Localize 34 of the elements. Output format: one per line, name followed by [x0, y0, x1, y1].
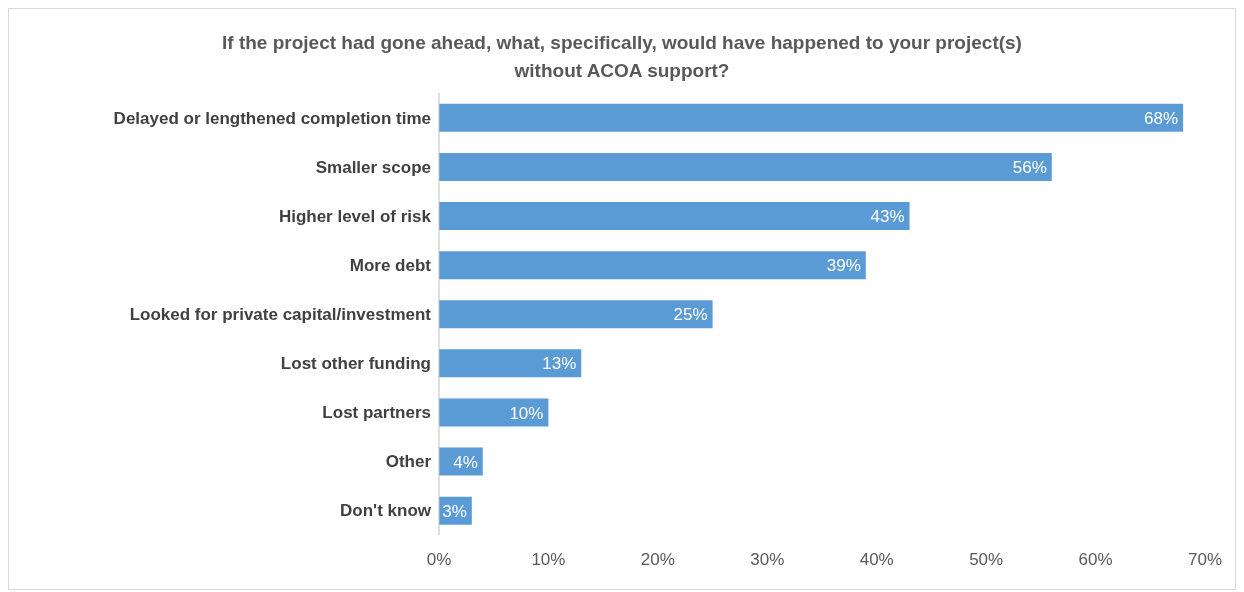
- y-tick-label: Higher level of risk: [278, 206, 432, 226]
- data-label: 25%: [673, 305, 708, 325]
- x-tick-label: 0%: [426, 550, 452, 570]
- x-tick-label: 50%: [969, 550, 1004, 570]
- data-label: 43%: [870, 207, 905, 227]
- x-tick-label: 60%: [1078, 550, 1113, 570]
- y-tick-label: Looked for private capital/investment: [129, 305, 432, 325]
- bar: [439, 251, 866, 280]
- bar: [439, 300, 713, 329]
- chart-title: If the project had gone ahead, what, specifically, would have happened to your project(s) without ACOA support?: [221, 31, 1023, 83]
- x-tick-label: 20%: [640, 550, 675, 570]
- y-tick-label: Lost partners: [322, 403, 431, 423]
- bar: [439, 103, 1184, 132]
- data-label: 4%: [453, 452, 478, 472]
- x-tick-label: 30%: [750, 550, 785, 570]
- y-tick-label: Smaller scope: [315, 157, 431, 177]
- x-tick-label: 70%: [1187, 550, 1223, 570]
- y-tick-label: Delayed or lengthened completion time: [113, 108, 431, 128]
- data-label: 13%: [542, 354, 577, 374]
- y-tick-label: More debt: [349, 255, 432, 275]
- y-tick-label: Lost other funding: [280, 354, 431, 374]
- data-label: 3%: [442, 501, 467, 521]
- y-tick-label: Don't know: [340, 501, 432, 521]
- bar: [439, 398, 549, 427]
- bar: [439, 349, 582, 378]
- data-label: 68%: [1144, 108, 1179, 128]
- x-tick-label: 10%: [531, 550, 566, 570]
- x-tick-label: 40%: [859, 550, 894, 570]
- data-label: 10%: [509, 403, 544, 423]
- data-label: 39%: [826, 256, 861, 276]
- data-label: 56%: [1012, 157, 1047, 177]
- bar: [439, 152, 1052, 181]
- y-tick-label: Other: [385, 452, 432, 472]
- bar: [439, 202, 910, 231]
